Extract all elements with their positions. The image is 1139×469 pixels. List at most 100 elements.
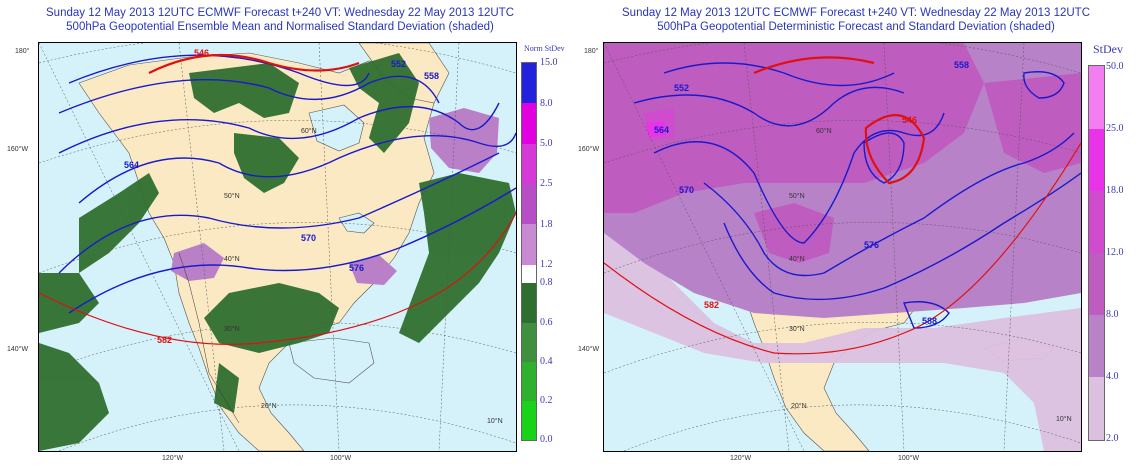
left-lbl-582: 582: [157, 335, 172, 345]
right-grid-60n: 60°N: [816, 127, 832, 135]
left-lbl-546: 546: [194, 48, 209, 58]
right-grid-40n: 40°N: [789, 255, 805, 263]
right-grid-30n: 30°N: [789, 325, 805, 333]
right-label-120w: 120°W: [730, 455, 752, 462]
left-tick-8: 8.0: [540, 98, 553, 109]
left-swatch-7: [522, 283, 536, 323]
left-tick-0-6: 0.6: [540, 317, 553, 328]
left-label-100w: 100°W: [330, 455, 352, 462]
left-contour-582: [39, 212, 516, 346]
left-swatch-9: [522, 362, 536, 401]
right-swatch-2: [1089, 129, 1104, 191]
left-tick-0-8: 0.8: [540, 277, 553, 288]
left-label-160w: 160°W: [7, 146, 29, 153]
left-grid-10n: 10°N: [487, 417, 503, 425]
right-colorbar-title: StDev: [1093, 42, 1123, 56]
right-map: 546 552 558 564 570 576 582 588 60°N 50°…: [603, 42, 1082, 452]
left-grid-30n: 30°N: [224, 325, 240, 333]
left-swatch-2: [522, 103, 536, 144]
right-graticule: [604, 43, 1081, 451]
right-swatch-4: [1089, 253, 1104, 315]
right-lbl-552: 552: [674, 83, 689, 93]
gulf-of-mexico: [288, 337, 375, 384]
right-swatch-5: [1089, 315, 1104, 377]
right-contour-546: [753, 56, 875, 75]
right-lbl-558: 558: [954, 60, 969, 70]
left-coast-detail: [178, 252, 240, 424]
left-grid-50n: 50°N: [224, 192, 240, 200]
left-swatch-5: [522, 224, 536, 265]
right-lbl-570: 570: [679, 185, 694, 195]
right-contours: [633, 62, 1081, 329]
left-label-140w: 140°W: [7, 346, 29, 353]
right-label-160w: 160°W: [578, 146, 600, 153]
left-tick-2-5: 2.5: [540, 178, 553, 189]
right-swatch-6: [1089, 377, 1104, 440]
right-label-180: 180°: [584, 48, 599, 55]
left-lbl-570: 570: [301, 233, 316, 243]
left-swatch-1: [522, 63, 536, 103]
right-grid-50n: 50°N: [789, 192, 805, 200]
right-lbl-564: 564: [654, 125, 669, 135]
right-tick-8: 8.0: [1106, 309, 1119, 320]
right-grid-10n: 10°N: [1056, 415, 1072, 423]
right-tick-4: 4.0: [1106, 371, 1119, 382]
left-contour-546: [148, 53, 360, 74]
right-title: Sunday 12 May 2013 12UTC ECMWF Forecast …: [576, 6, 1136, 34]
right-contour-labels: 546 552 558 564 570 576 582 588: [654, 60, 969, 326]
left-grid-labels: 60°N 50°N 40°N 30°N 20°N 10°N: [224, 127, 503, 425]
left-map-canvas: 546 552 558 564 570 576 582 60°N 50°N 40…: [39, 43, 516, 451]
left-swatch-10: [522, 401, 536, 440]
right-lbl-588: 588: [922, 316, 937, 326]
left-colorbar-title: Norm StDev: [524, 44, 565, 53]
right-tick-25: 25.0: [1106, 123, 1124, 134]
right-lbl-546: 546: [902, 115, 917, 125]
left-grid-20n: 20°N: [261, 402, 277, 410]
right-tick-50: 50.0: [1106, 61, 1124, 72]
left-swatch-6: [522, 265, 536, 283]
right-label-140w: 140°W: [578, 346, 600, 353]
left-lbl-558: 558: [424, 71, 439, 81]
left-contour-labels: 546 552 558 564 570 576 582: [124, 48, 439, 345]
right-grid-20n: 20°N: [791, 402, 807, 410]
left-title: Sunday 12 May 2013 12UTC ECMWF Forecast …: [0, 6, 560, 34]
right-contour-546-loop: [864, 114, 926, 185]
right-lbl-582: 582: [704, 300, 719, 310]
left-swatch-8: [522, 323, 536, 362]
left-tick-1-8: 1.8: [540, 219, 553, 230]
right-grid-labels: 60°N 50°N 40°N 30°N 20°N 10°N: [789, 127, 1072, 423]
right-swatch-3: [1089, 191, 1104, 253]
left-tick-0-0: 0.0: [540, 434, 553, 445]
right-lbl-576: 576: [864, 240, 879, 250]
left-title-line1: Sunday 12 May 2013 12UTC ECMWF Forecast …: [46, 7, 514, 19]
left-title-line2: 500hPa Geopotential Ensemble Mean and No…: [66, 21, 494, 33]
left-tick-0-4: 0.4: [540, 356, 553, 367]
left-label-180: 180°: [15, 48, 30, 55]
left-swatch-3: [522, 144, 536, 184]
left-grid-40n: 40°N: [224, 255, 240, 263]
right-tick-12: 12.0: [1106, 247, 1124, 258]
right-swatch-1: [1089, 66, 1104, 129]
left-lbl-576: 576: [349, 263, 364, 273]
left-lbl-552: 552: [391, 59, 406, 69]
left-shading-purple: [171, 108, 499, 285]
right-tick-18: 18.0: [1106, 185, 1124, 196]
left-swatch-4: [522, 184, 536, 224]
left-grid-60n: 60°N: [301, 127, 317, 135]
left-label-120w: 120°W: [162, 455, 184, 462]
right-contour-582: [604, 142, 1081, 355]
left-map: 546 552 558 564 570 576 582 60°N 50°N 40…: [38, 42, 517, 452]
right-label-100w: 100°W: [898, 455, 920, 462]
left-shading-green: [39, 53, 516, 451]
right-tick-2: 2.0: [1106, 433, 1119, 444]
left-tick-15: 15.0: [540, 57, 558, 68]
left-graticule: [39, 43, 516, 451]
right-colorbar: [1088, 65, 1105, 441]
left-tick-1-2: 1.2: [540, 259, 553, 270]
left-tick-0-2: 0.2: [540, 395, 553, 406]
right-map-canvas: 546 552 558 564 570 576 582 588 60°N 50°…: [604, 43, 1081, 451]
left-colorbar: [521, 62, 537, 441]
right-title-line2: 500hPa Geopotential Deterministic Foreca…: [657, 21, 1055, 33]
left-lbl-564: 564: [124, 160, 139, 170]
great-lakes: [338, 212, 375, 234]
